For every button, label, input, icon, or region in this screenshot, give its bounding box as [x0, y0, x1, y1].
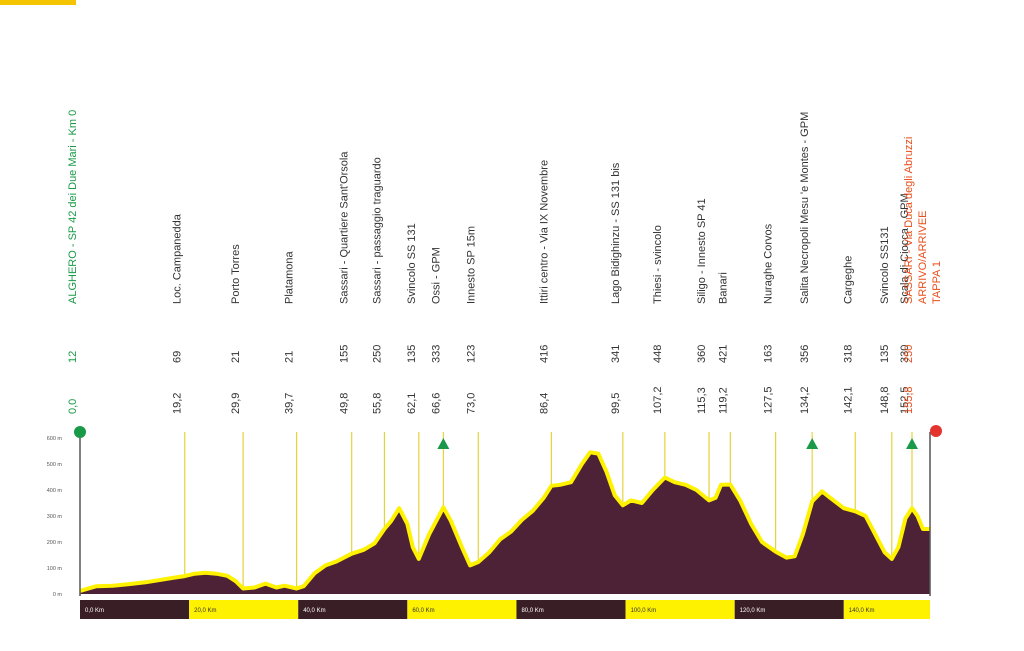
waypoint-km-label: 86,4: [538, 393, 550, 414]
waypoint-km-label: 155,8: [903, 386, 915, 414]
waypoint-altitude-label: 330: [899, 345, 911, 363]
waypoint-km-label: 0,0: [67, 399, 79, 414]
waypoint-km-label: 119,2: [717, 387, 729, 414]
km-segment-label: 120,0 Km: [740, 608, 766, 614]
waypoint-km-label: 73,0: [465, 393, 477, 414]
gpm-triangle-icon: [437, 438, 450, 449]
km-segment-label: 80,0 Km: [521, 608, 543, 614]
waypoint-km-label: 127,5: [763, 386, 775, 414]
waypoint-name-label: Svincolo SS131: [879, 226, 891, 304]
waypoint-altitude-label: 416: [538, 345, 550, 363]
waypoint-km-label: 142,1: [842, 386, 854, 414]
km-segment-label: 40,0 Km: [303, 608, 325, 614]
waypoint-name-label: Salita Necropoli Mesu 'e Montes - GPM: [799, 112, 811, 304]
y-tick-label: 400 m: [47, 488, 63, 494]
waypoint-name-label: TAPPA 1: [931, 261, 943, 304]
waypoint-name-label: ARRIVO/ARRIVEE: [917, 210, 929, 304]
km-segment-label: 60,0 Km: [412, 608, 434, 614]
start-dot-icon: [74, 426, 86, 438]
km-segment: [298, 600, 408, 619]
waypoint-km-label: 66,6: [430, 393, 442, 414]
waypoint-name-label: Cargeghe: [842, 256, 854, 304]
finish-dot-icon: [930, 425, 942, 437]
waypoint-name-label: Platamona: [284, 251, 296, 304]
waypoint-altitude-label: 250: [903, 345, 915, 363]
gpm-triangle-icon: [905, 438, 918, 449]
km-segment: [516, 600, 626, 619]
waypoint-altitude-label: 123: [465, 345, 477, 363]
km-segment-label: 100,0 Km: [631, 608, 657, 614]
waypoint-altitude-label: 448: [652, 345, 664, 363]
waypoint-altitude-label: 250: [371, 345, 383, 363]
km-segment: [625, 600, 735, 619]
waypoint-km-label: 134,2: [799, 386, 811, 414]
gpm-triangle-icon: [806, 438, 819, 449]
waypoint-km-label: 19,2: [172, 393, 184, 414]
profile-line: [79, 450, 930, 593]
waypoint-name-label: Sassari - passaggio traguardo: [371, 157, 383, 304]
waypoint-name-label: Porto Torres: [230, 244, 242, 304]
km-segment: [189, 600, 299, 619]
waypoint-name-label: SASSARI - Via Duca degli Abruzzi: [903, 137, 915, 304]
km-segment-label: 20,0 Km: [194, 608, 216, 614]
corner-accent: [0, 0, 76, 5]
waypoint-altitude-label: 69: [172, 351, 184, 363]
waypoint-km-label: 62,1: [406, 393, 418, 414]
waypoint-km-label: 115,3: [696, 387, 708, 414]
waypoint-name-label: Banari: [717, 272, 729, 304]
profile-area: [80, 452, 930, 594]
waypoint-km-label: 107,2: [652, 386, 664, 414]
waypoint-km-label: 99,5: [610, 393, 622, 414]
waypoint-km-label: 39,7: [284, 393, 296, 414]
waypoint-name-label: Siligo - Innesto SP 41: [696, 198, 708, 304]
waypoint-name-label: ALGHERO - SP 42 dei Due Mari - Km 0: [67, 110, 79, 304]
waypoint-name-label: Thiesi - svincolo: [652, 225, 664, 304]
waypoint-altitude-label: 421: [717, 345, 729, 363]
waypoint-name-label: Loc. Campanedda: [172, 213, 184, 304]
waypoint-name-label: Svincolo SS 131: [406, 223, 418, 304]
y-tick-label: 200 m: [47, 540, 63, 546]
km-segment: [407, 600, 517, 619]
waypoint-altitude-label: 318: [842, 345, 854, 363]
waypoint-name-label: Ittiri centro - Via IX Novembre: [538, 160, 550, 304]
km-segment-label: 0,0 Km: [85, 608, 104, 614]
waypoint-name-label: Nuraghe Corvos: [763, 223, 775, 304]
waypoint-km-label: 29,9: [230, 393, 242, 414]
waypoint-altitude-label: 135: [406, 345, 418, 363]
waypoint-km-label: 152,5: [899, 386, 911, 414]
waypoint-altitude-label: 21: [284, 351, 296, 363]
waypoint-altitude-label: 356: [799, 345, 811, 363]
waypoint-name-label: Lago Bidighinzu - SS 131 bis: [610, 162, 622, 304]
y-tick-label: 0 m: [53, 592, 63, 598]
waypoint-altitude-label: 12: [67, 351, 79, 363]
waypoint-altitude-label: 341: [610, 345, 622, 363]
km-segment: [80, 600, 190, 619]
waypoint-name-label: Scala di Ciocca - GPM: [899, 193, 911, 304]
y-tick-label: 600 m: [47, 436, 63, 442]
waypoint-name-label: Sassari - Quartiere Sant'Orsola: [339, 151, 351, 304]
waypoint-km-label: 148,8: [879, 386, 891, 414]
waypoint-name-label: Ossi - GPM: [430, 247, 442, 304]
waypoint-km-label: 49,8: [339, 393, 351, 414]
waypoint-km-label: 55,8: [371, 393, 383, 414]
waypoint-altitude-label: 163: [763, 345, 775, 363]
waypoint-altitude-label: 333: [430, 345, 442, 363]
km-segment: [734, 600, 844, 619]
y-tick-label: 300 m: [47, 514, 63, 520]
km-segment-label: 140,0 Km: [849, 608, 875, 614]
y-tick-label: 100 m: [47, 566, 63, 572]
waypoint-altitude-label: 360: [696, 345, 708, 363]
waypoint-altitude-label: 21: [230, 351, 242, 363]
waypoint-altitude-label: 155: [339, 345, 351, 363]
waypoint-altitude-label: 135: [879, 345, 891, 363]
km-segment: [843, 600, 930, 619]
waypoint-name-label: Innesto SP 15m: [465, 226, 477, 304]
y-tick-label: 500 m: [47, 462, 63, 468]
